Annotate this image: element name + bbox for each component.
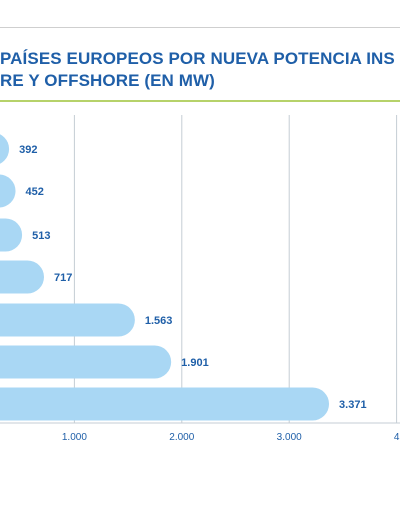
bar (0, 174, 16, 208)
bar (0, 260, 45, 294)
title-underline (0, 100, 400, 102)
bar (0, 387, 330, 421)
bar (0, 303, 135, 337)
bar (0, 345, 172, 379)
chart-title: PAÍSES EUROPEOS POR NUEVA POTENCIA INS R… (0, 48, 400, 96)
x-axis: 1.000 2.000 3.000 4 (0, 422, 400, 443)
x-tick-label: 1.000 (62, 432, 87, 443)
chart-title-line-1: PAÍSES EUROPEOS POR NUEVA POTENCIA INS (0, 49, 395, 68)
bar-value-label: 1.563 (145, 315, 173, 327)
bar (0, 134, 10, 164)
bar-value-label: 513 (32, 230, 50, 242)
bar-value-label: 1.901 (181, 357, 209, 369)
x-tick-label: 3.000 (277, 432, 302, 443)
bar-value-label: 392 (19, 144, 37, 156)
x-tick-label: 4 (394, 432, 400, 443)
bar-value-label: 717 (54, 272, 72, 284)
chart-title-line-2: RE Y OFFSHORE (EN MW) (0, 71, 215, 90)
data-labels: 392 452 513 717 1.563 1.901 3.371 (19, 144, 366, 411)
bar-value-label: 452 (26, 186, 44, 198)
bars (0, 134, 330, 421)
x-tick-label: 2.000 (169, 432, 194, 443)
bar (0, 218, 23, 252)
top-divider (0, 27, 400, 28)
bar-value-label: 3.371 (339, 399, 367, 411)
